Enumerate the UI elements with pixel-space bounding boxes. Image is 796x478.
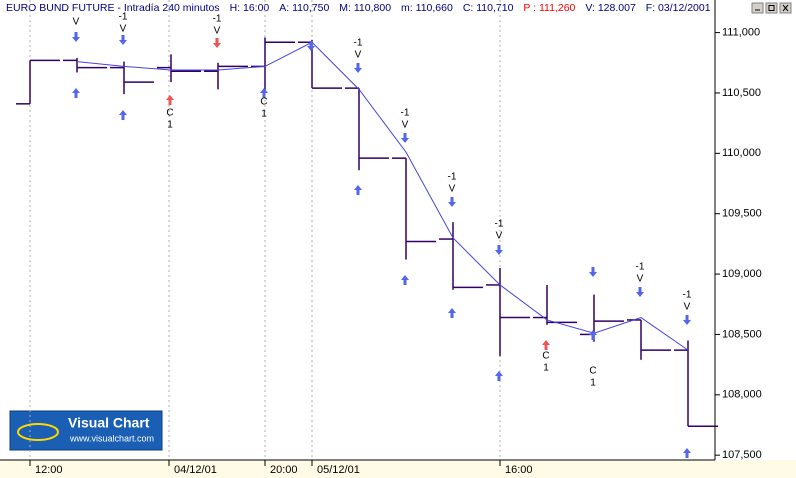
signal-label: V — [449, 184, 456, 195]
signal-label: 1 — [590, 378, 596, 389]
x-tick-label: 12:00 — [35, 464, 63, 476]
y-tick-label: 111,000 — [722, 27, 760, 39]
signal-arrow — [683, 448, 691, 458]
y-tick-label: 109,500 — [722, 208, 762, 220]
y-tick-label: 110,500 — [722, 87, 761, 99]
icon — [768, 5, 775, 11]
signal-arrow — [495, 371, 503, 381]
signal-label: C — [542, 351, 549, 362]
y-tick-label: 108,500 — [722, 328, 762, 340]
logo-icon — [17, 423, 59, 441]
y-tick-label: 110,000 — [722, 147, 761, 159]
header-item: M: 110,800 — [339, 2, 391, 14]
signal-label: C — [589, 366, 596, 377]
signal-label: -1 — [213, 14, 222, 25]
signal-arrow — [401, 133, 409, 143]
x-tick-label: 04/12/01 — [174, 464, 217, 476]
signal-arrow — [448, 308, 456, 318]
header-item: C: 110,710 — [463, 2, 514, 14]
signal-label: 1 — [261, 109, 267, 120]
signal-label: C — [166, 108, 173, 119]
signal-arrow — [542, 340, 550, 350]
signal-label: -1 — [354, 38, 363, 49]
signal-label: C — [260, 97, 267, 108]
y-tick-label: 108,000 — [722, 389, 762, 401]
signal-arrow — [72, 32, 80, 42]
logo[interactable]: Visual Chart www.visualchart.com — [9, 410, 163, 451]
x-axis-strip — [0, 460, 796, 478]
signal-arrow — [401, 275, 409, 285]
logo-title: Visual Chart — [68, 415, 150, 431]
signal-arrow — [448, 197, 456, 207]
signal-label: V — [73, 17, 80, 28]
logo-url: www.visualchart.com — [69, 433, 154, 443]
y-tick-label: 107,500 — [722, 449, 762, 461]
signal-label: V — [120, 24, 127, 35]
signal-label: -1 — [683, 290, 692, 301]
signal-arrow — [213, 38, 221, 48]
signal-arrow — [589, 267, 597, 277]
signal-arrow — [72, 88, 80, 98]
icon — [782, 4, 789, 12]
header-item: P : 111,260 — [523, 2, 575, 14]
x-tick-label: 05/12/01 — [317, 464, 360, 476]
signal-arrow — [636, 287, 644, 297]
signal-arrow — [354, 63, 362, 73]
signal-arrow — [589, 330, 597, 340]
signal-label: -1 — [401, 108, 410, 119]
x-tick-label: 20:00 — [270, 464, 298, 476]
signal-label: -1 — [119, 12, 128, 23]
signal-arrow — [119, 110, 127, 120]
header-item: H: 16:00 — [230, 2, 270, 14]
header-item: V: 128.007 — [585, 2, 636, 14]
signal-label: V — [637, 274, 644, 285]
signal-label: 1 — [167, 120, 173, 131]
header-item: A: 110,750 — [279, 2, 329, 14]
signal-label: V — [355, 50, 362, 61]
header-item: EURO BUND FUTURE - Intradía 240 minutos — [6, 2, 220, 14]
minimize-button[interactable] — [751, 2, 764, 14]
signal-arrow — [166, 95, 174, 105]
signal-label: -1 — [636, 262, 645, 273]
window-buttons[interactable] — [751, 2, 792, 14]
header-item: F: 03/12/2001 — [646, 2, 711, 14]
signal-arrow — [119, 35, 127, 45]
signal-label: V — [402, 120, 409, 131]
signal-label: V — [684, 302, 691, 313]
signal-arrow — [260, 88, 268, 98]
header-item: m: 110,660 — [401, 2, 453, 14]
signal-arrow — [307, 41, 315, 51]
maximize-button[interactable] — [765, 2, 778, 14]
logo-box — [9, 410, 163, 451]
header: EURO BUND FUTURE - Intradía 240 minutos H… — [6, 2, 711, 14]
signal-arrow — [683, 315, 691, 325]
trend-line — [76, 41, 689, 351]
x-tick-label: 16:00 — [505, 464, 533, 476]
y-tick-label: 109,000 — [722, 268, 762, 280]
signal-label: V — [214, 26, 221, 37]
signal-arrow — [495, 245, 503, 255]
signal-label: V — [496, 231, 503, 242]
signal-label: 1 — [543, 363, 549, 374]
signal-arrow — [354, 185, 362, 195]
signal-label: -1 — [495, 219, 504, 230]
signal-label: -1 — [448, 172, 457, 183]
